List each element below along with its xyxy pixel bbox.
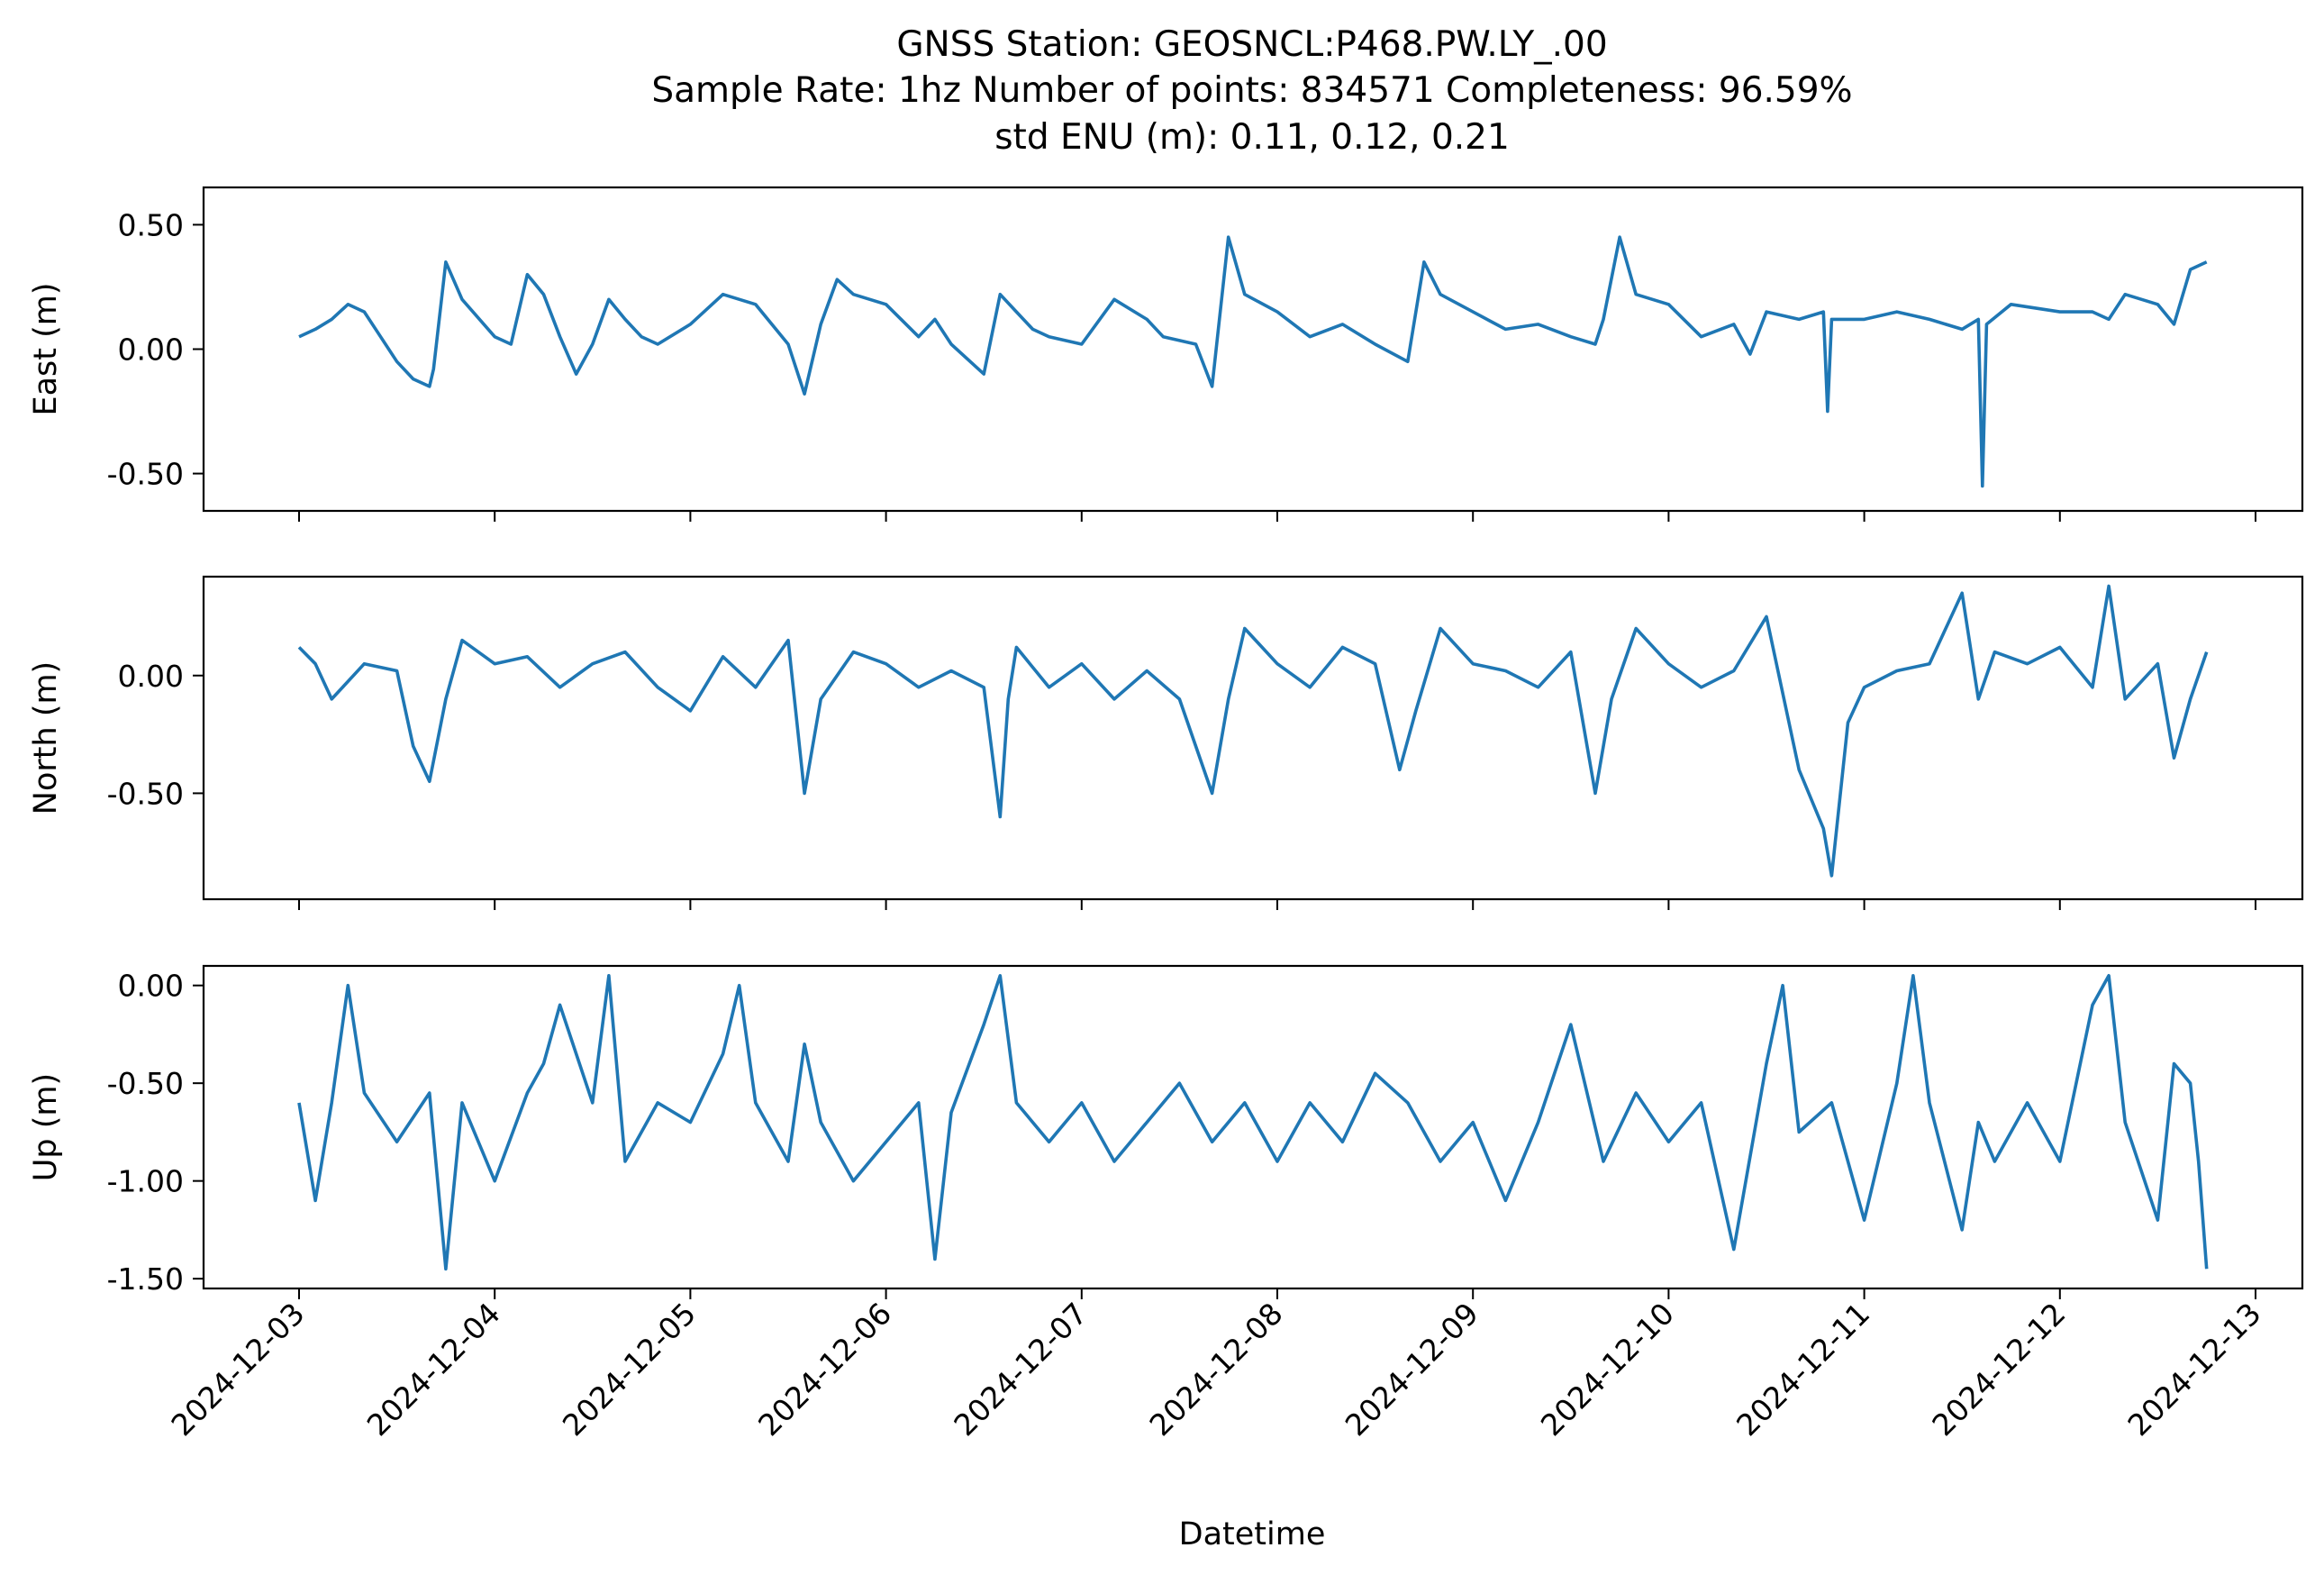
north-axes-frame (202, 575, 2304, 901)
east-y-axis-label: East (m) (28, 282, 64, 415)
east-y-tick-label: 0.50 (118, 207, 184, 242)
up-y-tick-label: 0.00 (118, 969, 184, 1004)
up-panel: 0.00 -0.50 -1.00 -1.50 Up (m) (28, 964, 2304, 1299)
up-series-line (297, 974, 2209, 1271)
chart-title-line-2: Sample Rate: 1hz Number of points: 83457… (651, 70, 1852, 111)
east-series-line (298, 235, 2208, 488)
up-axes-frame (202, 964, 2304, 1290)
north-y-tick-label: -0.50 (107, 776, 184, 811)
east-y-tick-label: -0.50 (107, 457, 184, 492)
chart-title-line-1: GNSS Station: GEOSNCL:P468.PW.LY_.00 (896, 24, 1607, 65)
north-panel: 0.00 -0.50 North (m) (28, 575, 2304, 910)
up-y-tick-label: -0.50 (107, 1066, 184, 1101)
east-panel: 0.50 0.00 -0.50 East (m) (28, 186, 2304, 522)
north-y-axis-label: North (m) (28, 661, 64, 815)
chart-title-line-3: std ENU (m): 0.11, 0.12, 0.21 (994, 117, 1510, 158)
up-y-axis-label: Up (m) (28, 1073, 64, 1181)
north-y-tick-label: 0.00 (118, 659, 184, 694)
x-axis-label: Datetime (1179, 1516, 1326, 1552)
north-series-line (297, 584, 2209, 878)
up-y-tick-label: -1.00 (107, 1164, 184, 1199)
up-y-tick-label: -1.50 (107, 1261, 184, 1297)
east-y-tick-label: 0.00 (118, 332, 184, 368)
